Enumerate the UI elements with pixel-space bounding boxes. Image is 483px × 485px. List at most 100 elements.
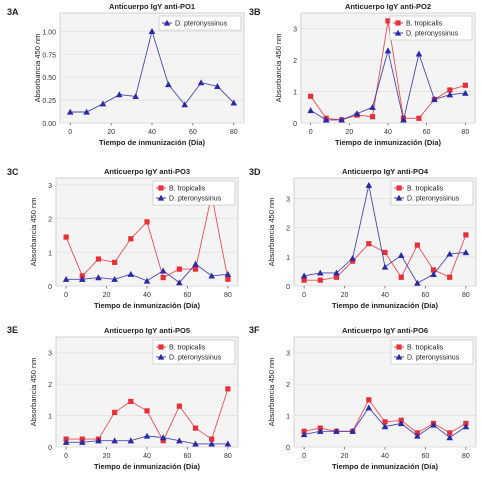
- legend: B. tropicalis D. pteronyssinus: [390, 180, 474, 206]
- y-tick-label: 0: [48, 445, 52, 452]
- x-tick-label: 40: [143, 292, 151, 299]
- chart-title: Anticuerpo IgY anti-PO5: [104, 326, 190, 335]
- data-point: [144, 219, 150, 225]
- legend-label: B. tropicalis: [406, 21, 443, 28]
- data-point: [224, 270, 232, 277]
- data-point: [447, 274, 453, 280]
- data-point: [463, 232, 469, 238]
- chart-title: Anticuerpo IgY anti-PO6: [342, 326, 428, 335]
- data-point: [176, 266, 182, 272]
- panel-label: 3F: [249, 325, 260, 335]
- y-tick-label: 2: [48, 382, 52, 389]
- data-point: [350, 258, 356, 264]
- data-point: [225, 386, 231, 392]
- legend-marker: [396, 344, 402, 350]
- data-point: [397, 420, 405, 427]
- y-tick-label: 0: [48, 284, 52, 291]
- panel-label: 3E: [7, 325, 18, 335]
- x-axis-label: Tiempo de inmunización (Día): [335, 138, 442, 147]
- x-tick-label: 20: [107, 129, 115, 136]
- data-point: [160, 438, 166, 444]
- y-axis-label: Absorbancia 450 nm: [33, 34, 42, 103]
- data-point: [381, 263, 389, 270]
- legend-marker: [395, 20, 401, 26]
- legend-box: [158, 15, 242, 31]
- legend-box: [390, 339, 474, 365]
- y-tick-label: 2: [286, 226, 290, 233]
- y-tick-label: 0.00: [42, 121, 56, 128]
- x-tick-label: 0: [309, 129, 313, 136]
- panel-label: 3B: [249, 7, 261, 17]
- y-tick-label: 0: [286, 284, 290, 291]
- data-point: [369, 114, 376, 120]
- data-point: [365, 404, 373, 411]
- chart-title: Anticuerpo IgY anti-PO1: [109, 2, 195, 11]
- y-tick-label: 1: [293, 90, 297, 97]
- legend-marker: [394, 29, 402, 36]
- data-point: [381, 423, 389, 430]
- data-point: [414, 279, 421, 286]
- data-point: [333, 269, 340, 276]
- y-tick-label: 0: [293, 121, 297, 128]
- y-axis-label: Absorbancia 450 nm: [29, 358, 38, 427]
- legend-label: B. tropicalis: [407, 345, 444, 352]
- legend-marker: [395, 353, 403, 360]
- y-tick-label: 2: [286, 382, 290, 389]
- legend-box: [390, 180, 474, 206]
- data-point: [385, 18, 391, 24]
- x-tick-label: 40: [143, 453, 151, 460]
- y-axis-label: Absorbancia 450 nm: [267, 358, 276, 427]
- data-point: [128, 398, 134, 405]
- y-tick-label: 2: [48, 217, 52, 224]
- data-point: [115, 91, 123, 98]
- legend-marker: [158, 344, 164, 350]
- legend-label: D. pteronyssinus: [406, 31, 459, 38]
- panel-label: 3C: [7, 167, 19, 177]
- x-tick-label: 20: [103, 453, 111, 460]
- x-tick-label: 80: [230, 129, 238, 136]
- data-point: [111, 275, 118, 282]
- data-point: [127, 437, 135, 444]
- chart-title: Anticuerpo IgY anti-PO2: [345, 2, 431, 11]
- data-point: [366, 241, 372, 247]
- data-point: [353, 110, 361, 117]
- data-point: [160, 274, 166, 281]
- panel-3a: 0.00 0.25 0.50 0.75 1.00 0 20 40 60 80 3A Anticuerp…: [7, 2, 245, 147]
- data-point: [366, 397, 372, 403]
- data-point: [333, 427, 340, 434]
- y-tick-label: 1: [286, 414, 290, 421]
- data-point: [416, 115, 422, 121]
- x-tick-label: 20: [103, 292, 111, 299]
- data-point: [365, 181, 373, 188]
- data-point: [430, 271, 437, 277]
- x-tick-label: 40: [384, 129, 392, 136]
- data-point: [165, 81, 172, 88]
- x-tick-label: 0: [64, 453, 68, 460]
- legend-label: D. pteronyssinus: [169, 196, 222, 203]
- data-point: [176, 403, 182, 409]
- data-point: [398, 274, 404, 280]
- panel-3e: 0 1 2 3 0 20 40 60 80 3E Anticuerpo IgY anti-PO5 Ti…: [7, 325, 239, 471]
- x-axis-label: Tiempo de inmunización (Día): [94, 462, 201, 471]
- legend-box: [152, 180, 236, 206]
- data-point: [63, 234, 69, 240]
- y-tick-label: 1: [48, 250, 52, 257]
- x-tick-label: 40: [381, 292, 389, 299]
- data-point: [78, 438, 86, 445]
- data-point: [397, 252, 405, 258]
- data-point: [317, 277, 323, 283]
- data-point: [414, 242, 420, 248]
- panel-3f: 0 1 2 3 0 20 40 60 80 3F Anticuerpo IgY anti-PO6 Ti…: [249, 325, 477, 471]
- chart-title: Anticuerpo IgY anti-PO3: [104, 167, 190, 176]
- y-tick-label: 3: [293, 27, 297, 34]
- y-tick-label: 0.50: [42, 75, 56, 82]
- y-tick-label: 1: [286, 255, 290, 262]
- data-point: [112, 259, 118, 265]
- y-tick-label: 3: [286, 351, 290, 358]
- data-point: [316, 427, 324, 434]
- data-point: [333, 274, 340, 280]
- y-tick-label: 0.75: [42, 52, 56, 59]
- x-axis-label: Tiempo de inmunización (Día): [94, 301, 201, 310]
- data-point: [446, 250, 454, 257]
